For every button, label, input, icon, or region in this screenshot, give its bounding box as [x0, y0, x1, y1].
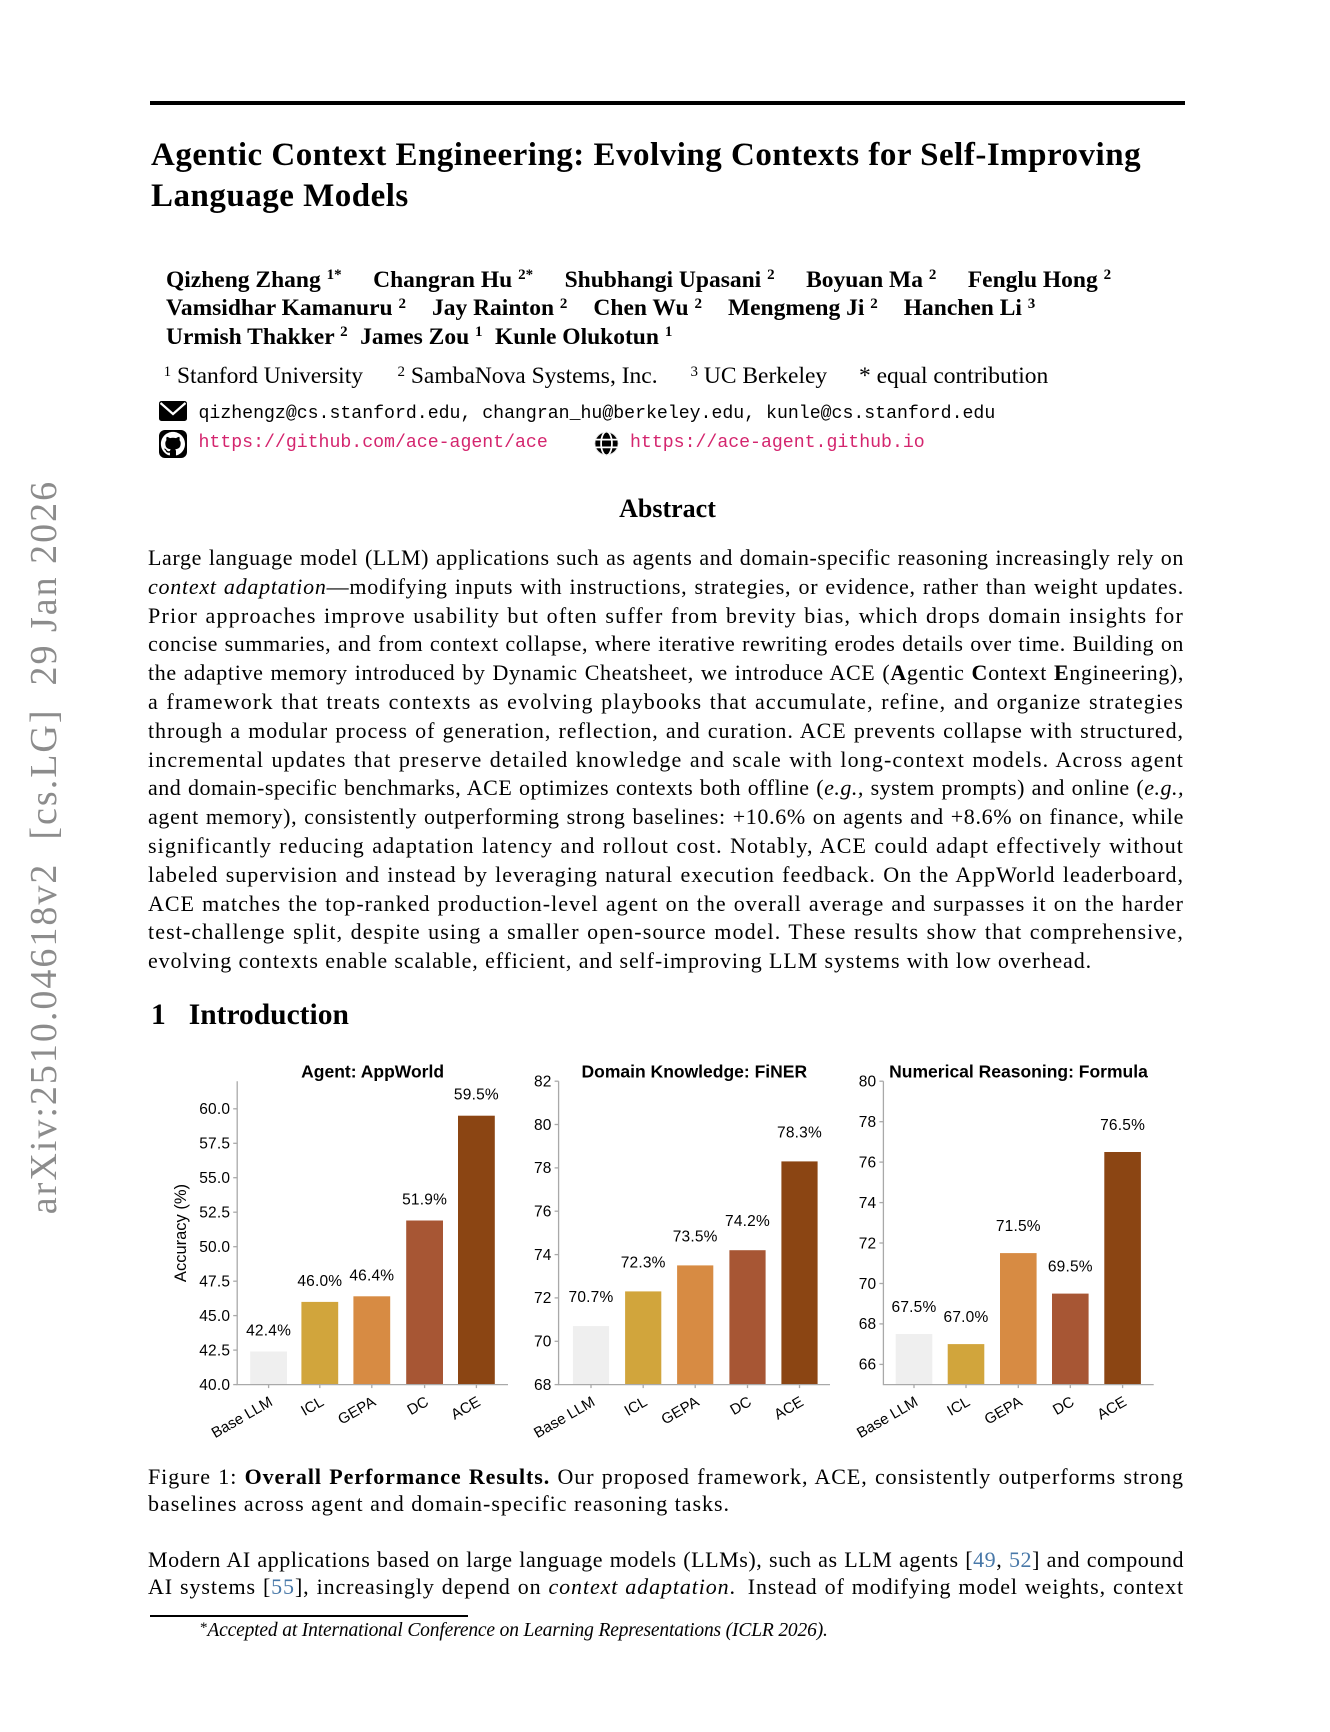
svg-text:70.7%: 70.7%	[569, 1289, 614, 1306]
svg-text:DC: DC	[727, 1393, 754, 1419]
svg-text:74: 74	[859, 1195, 877, 1212]
svg-text:Agent: AppWorld: Agent: AppWorld	[301, 1062, 444, 1082]
svg-text:70: 70	[534, 1334, 552, 1351]
svg-text:Base LLM: Base LLM	[209, 1393, 276, 1441]
svg-text:78: 78	[859, 1114, 877, 1131]
svg-text:72.3%: 72.3%	[621, 1254, 666, 1271]
svg-text:76: 76	[534, 1204, 552, 1221]
svg-text:80: 80	[859, 1074, 877, 1091]
svg-text:70: 70	[859, 1276, 877, 1293]
svg-text:Accuracy (%): Accuracy (%)	[172, 1184, 190, 1282]
svg-text:45.0: 45.0	[199, 1308, 230, 1325]
svg-text:51.9%: 51.9%	[402, 1192, 447, 1209]
svg-text:47.5: 47.5	[199, 1274, 230, 1291]
svg-text:Base LLM: Base LLM	[854, 1393, 921, 1441]
svg-text:GEPA: GEPA	[335, 1393, 379, 1428]
svg-text:66: 66	[859, 1357, 877, 1374]
svg-text:DC: DC	[1050, 1393, 1077, 1419]
svg-text:73.5%: 73.5%	[673, 1228, 718, 1245]
svg-text:80: 80	[534, 1117, 552, 1134]
svg-text:DC: DC	[404, 1393, 431, 1419]
svg-text:67.5%: 67.5%	[892, 1299, 937, 1316]
svg-text:50.0: 50.0	[199, 1239, 230, 1256]
svg-text:GEPA: GEPA	[982, 1393, 1026, 1428]
svg-text:57.5: 57.5	[199, 1136, 230, 1153]
svg-text:78: 78	[534, 1160, 552, 1177]
svg-text:74: 74	[534, 1247, 552, 1264]
svg-text:40.0: 40.0	[199, 1377, 230, 1394]
svg-text:Domain Knowledge: FiNER: Domain Knowledge: FiNER	[582, 1062, 808, 1082]
svg-text:76: 76	[859, 1154, 877, 1171]
svg-text:82: 82	[534, 1074, 552, 1091]
svg-text:ICL: ICL	[944, 1393, 973, 1419]
svg-text:78.3%: 78.3%	[777, 1124, 822, 1141]
svg-text:68: 68	[859, 1316, 877, 1333]
svg-text:42.5: 42.5	[199, 1342, 230, 1359]
svg-text:46.0%: 46.0%	[297, 1273, 342, 1290]
svg-text:52.5: 52.5	[199, 1205, 230, 1222]
svg-text:71.5%: 71.5%	[996, 1218, 1041, 1235]
svg-text:55.0: 55.0	[199, 1170, 230, 1187]
svg-text:ACE: ACE	[448, 1393, 483, 1423]
svg-text:74.2%: 74.2%	[725, 1213, 770, 1230]
svg-text:46.4%: 46.4%	[349, 1267, 394, 1284]
svg-text:69.5%: 69.5%	[1048, 1259, 1093, 1276]
svg-text:ICL: ICL	[298, 1393, 327, 1419]
svg-text:67.0%: 67.0%	[944, 1309, 989, 1326]
svg-text:Numerical Reasoning: Formula: Numerical Reasoning: Formula	[889, 1062, 1148, 1082]
svg-text:60.0: 60.0	[199, 1101, 230, 1118]
svg-text:ACE: ACE	[771, 1393, 806, 1423]
svg-text:ACE: ACE	[1094, 1393, 1129, 1423]
svg-text:72: 72	[859, 1235, 877, 1252]
svg-text:59.5%: 59.5%	[454, 1087, 499, 1104]
svg-text:72: 72	[534, 1290, 552, 1307]
svg-text:ICL: ICL	[621, 1393, 650, 1419]
svg-text:76.5%: 76.5%	[1100, 1117, 1145, 1134]
svg-text:42.4%: 42.4%	[246, 1323, 291, 1340]
svg-text:68: 68	[534, 1377, 552, 1394]
svg-text:GEPA: GEPA	[659, 1393, 703, 1428]
svg-text:Base LLM: Base LLM	[531, 1393, 598, 1441]
